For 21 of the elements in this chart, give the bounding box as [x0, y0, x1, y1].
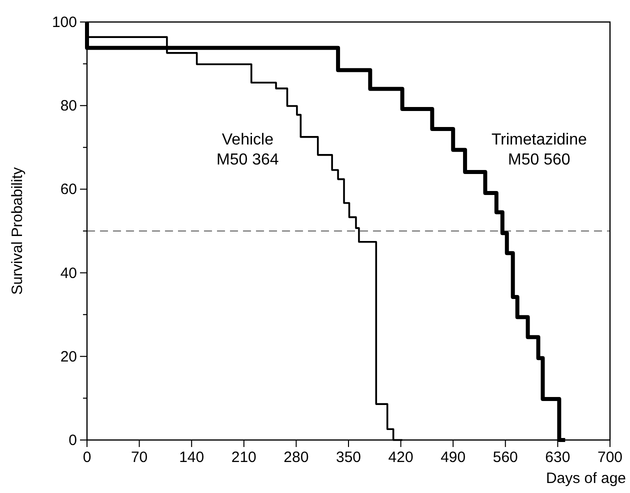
x-tick-label: 490: [440, 449, 466, 466]
x-axis-title: Days of age: [546, 470, 626, 487]
x-tick-label: 630: [545, 449, 570, 466]
y-tick-label: 20: [60, 348, 77, 366]
x-tick-label: 350: [336, 449, 362, 466]
x-tick-label: 0: [82, 449, 92, 466]
y-tick-label: 60: [60, 181, 77, 198]
y-axis-title: Survival Probability: [9, 166, 26, 295]
x-tick-label: 210: [231, 449, 256, 466]
x-tick-label: 140: [179, 449, 204, 466]
y-tick-label: 0: [68, 432, 77, 449]
x-tick-label: 560: [492, 449, 518, 466]
x-tick-label: 280: [284, 449, 309, 466]
y-tick-label: 100: [52, 14, 77, 31]
x-tick-label: 420: [388, 449, 414, 466]
series-label: Trimetazidine M50 560: [491, 132, 587, 168]
y-tick-label: 40: [60, 264, 77, 282]
x-tick-label: 70: [130, 449, 148, 466]
series-label: Vehicle M50 364: [216, 132, 279, 168]
x-tick-label: 700: [597, 449, 623, 466]
y-tick-label: 80: [60, 98, 77, 115]
